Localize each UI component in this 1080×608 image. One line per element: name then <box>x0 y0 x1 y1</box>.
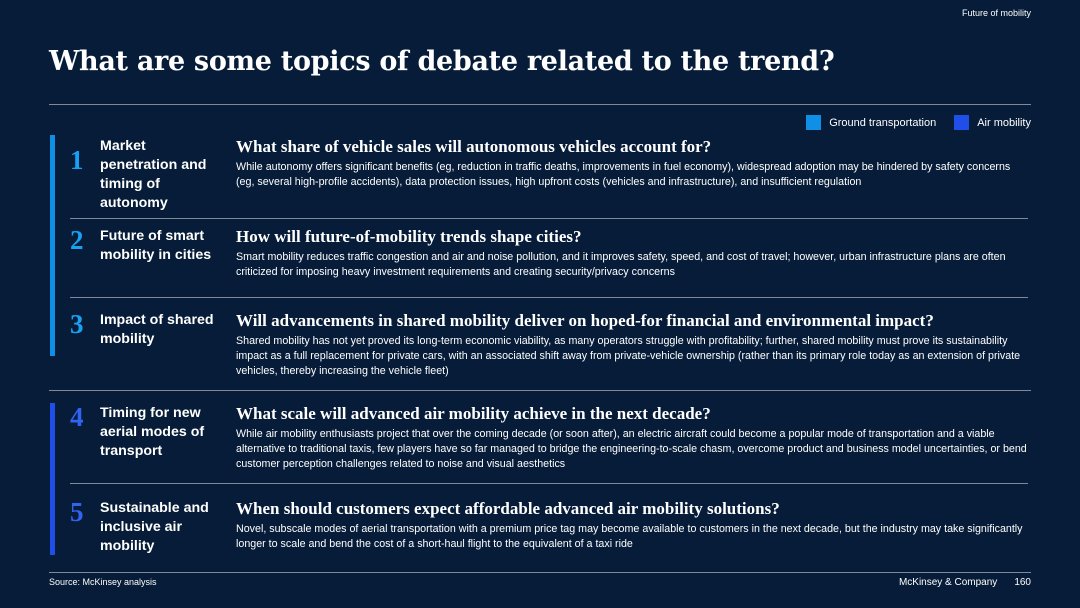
section-tag: Future of mobility <box>961 8 1031 18</box>
topic-text-5: Novel, subscale modes of aerial transpor… <box>236 523 1023 550</box>
legend-swatch-ground <box>806 115 822 130</box>
footer-right: McKinsey & Company 160 <box>899 577 1031 588</box>
topic-label-1: Market penetration and timing of autonom… <box>100 138 207 211</box>
topic-content-3: Will advancements in shared mobility del… <box>236 311 1031 379</box>
page-title: What are some topics of debate related t… <box>49 46 835 77</box>
topic-text-4: While air mobility enthusiasts project t… <box>236 428 1027 470</box>
topic-text-2: Smart mobility reduces traffic congestio… <box>236 251 1006 278</box>
topic-number-3: 3 <box>70 309 84 339</box>
topic-label-2: Future of smart mobility in cities <box>100 228 212 263</box>
footer-divider <box>49 572 1031 573</box>
air-group-bar <box>50 403 55 555</box>
topic-content-1: What share of vehicle sales will autonom… <box>236 137 1031 190</box>
legend: Ground transportation Air mobility <box>788 115 1031 130</box>
topic-content-2: How will future-of-mobility trends shape… <box>236 227 1031 280</box>
page-number: 160 <box>1014 577 1031 588</box>
ground-group-bar <box>50 135 55 356</box>
topic-text-3: Shared mobility has not yet proved its l… <box>236 335 1021 377</box>
topic-number-5: 5 <box>70 497 84 527</box>
topic-question-2: How will future-of-mobility trends shape… <box>236 227 582 246</box>
row-divider-1 <box>70 218 1028 219</box>
topic-number-1: 1 <box>70 145 84 175</box>
topic-question-1: What share of vehicle sales will autonom… <box>236 137 712 156</box>
legend-swatch-air <box>954 115 970 130</box>
topic-content-4: What scale will advanced air mobility ac… <box>236 404 1031 472</box>
source-note: Source: McKinsey analysis <box>49 577 157 587</box>
legend-item-ground: Ground transportation <box>806 115 936 130</box>
group-divider <box>49 390 1031 391</box>
topic-label-4: Timing for new aerial modes of transport <box>100 405 205 459</box>
topic-number-4: 4 <box>70 402 84 432</box>
topic-text-1: While autonomy offers significant benefi… <box>236 161 1011 188</box>
topic-label-3: Impact of shared mobility <box>100 312 214 347</box>
legend-label-ground: Ground transportation <box>829 116 937 129</box>
legend-label-air: Air mobility <box>977 116 1031 129</box>
legend-item-air: Air mobility <box>954 115 1031 130</box>
company-name: McKinsey & Company <box>898 577 998 588</box>
row-divider-2 <box>70 297 1028 298</box>
topic-label-5: Sustainable and inclusive air mobility <box>100 500 209 554</box>
topic-question-5: When should customers expect affordable … <box>236 499 780 518</box>
topic-number-2: 2 <box>70 225 84 255</box>
row-divider-4 <box>70 483 1028 484</box>
title-divider <box>49 104 1031 105</box>
topic-question-3: Will advancements in shared mobility del… <box>236 311 934 330</box>
topic-question-4: What scale will advanced air mobility ac… <box>236 404 711 423</box>
topic-content-5: When should customers expect affordable … <box>236 499 1031 552</box>
